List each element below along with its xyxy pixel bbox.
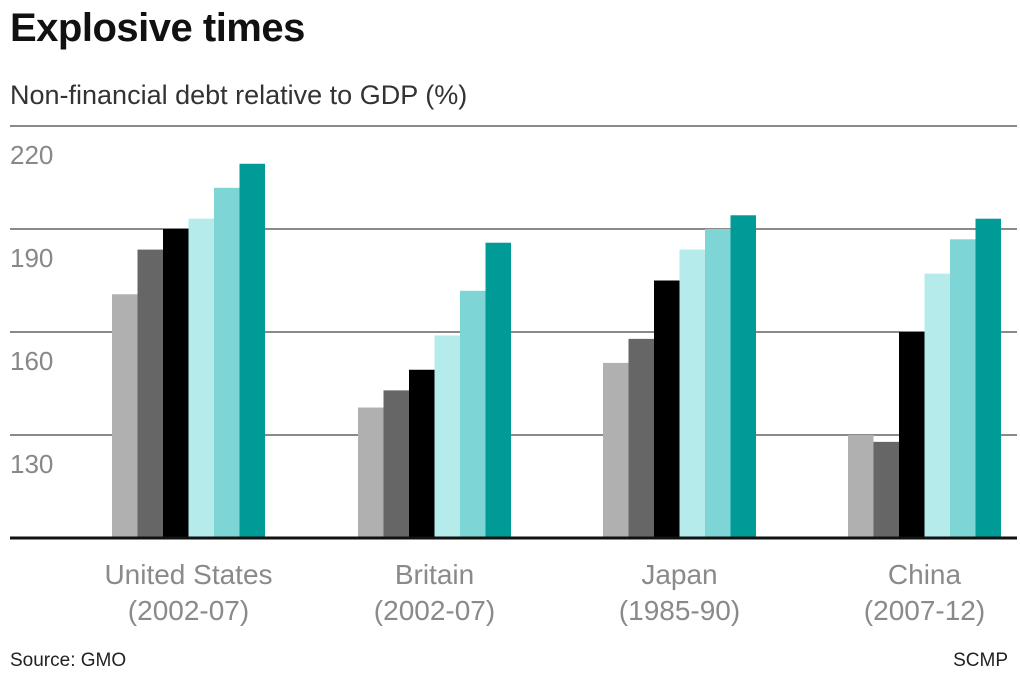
y-tick-label: 190: [10, 243, 53, 273]
bar: [899, 332, 925, 538]
category-label: (2002-07): [374, 595, 495, 626]
bar: [485, 242, 511, 538]
source-note: Source: GMO: [10, 650, 127, 671]
bar: [383, 390, 409, 538]
category-label: Japan: [641, 559, 717, 590]
bar: [603, 362, 629, 538]
category-label: Britain: [395, 559, 474, 590]
bar: [848, 435, 874, 538]
bar: [924, 273, 950, 538]
bar: [873, 441, 899, 538]
credit: SCMP: [953, 650, 1008, 671]
category-label: (2002-07): [128, 595, 249, 626]
chart-title: Explosive times: [10, 6, 305, 50]
bar: [358, 407, 384, 538]
category-label: China: [888, 559, 962, 590]
bar: [163, 229, 189, 538]
bar: [112, 294, 138, 538]
bar: [654, 280, 680, 538]
bar: [137, 249, 163, 538]
category-label: (2007-12): [864, 595, 985, 626]
y-tick-label: 130: [10, 449, 53, 479]
bar: [214, 187, 240, 539]
bar: [730, 215, 756, 538]
bar: [679, 249, 705, 538]
bar: [409, 369, 435, 538]
bar: [239, 163, 265, 538]
bar: [628, 338, 654, 538]
bar: [188, 218, 214, 538]
bar: [460, 290, 486, 538]
y-tick-label: 220: [10, 140, 53, 170]
chart-subtitle: Non-financial debt relative to GDP (%): [10, 80, 468, 110]
category-label: (1985-90): [619, 595, 740, 626]
bar: [975, 218, 1001, 538]
bar: [434, 335, 460, 538]
category-label: United States: [104, 559, 272, 590]
bar: [705, 229, 731, 538]
bar: [950, 239, 976, 539]
y-tick-label: 160: [10, 346, 53, 376]
